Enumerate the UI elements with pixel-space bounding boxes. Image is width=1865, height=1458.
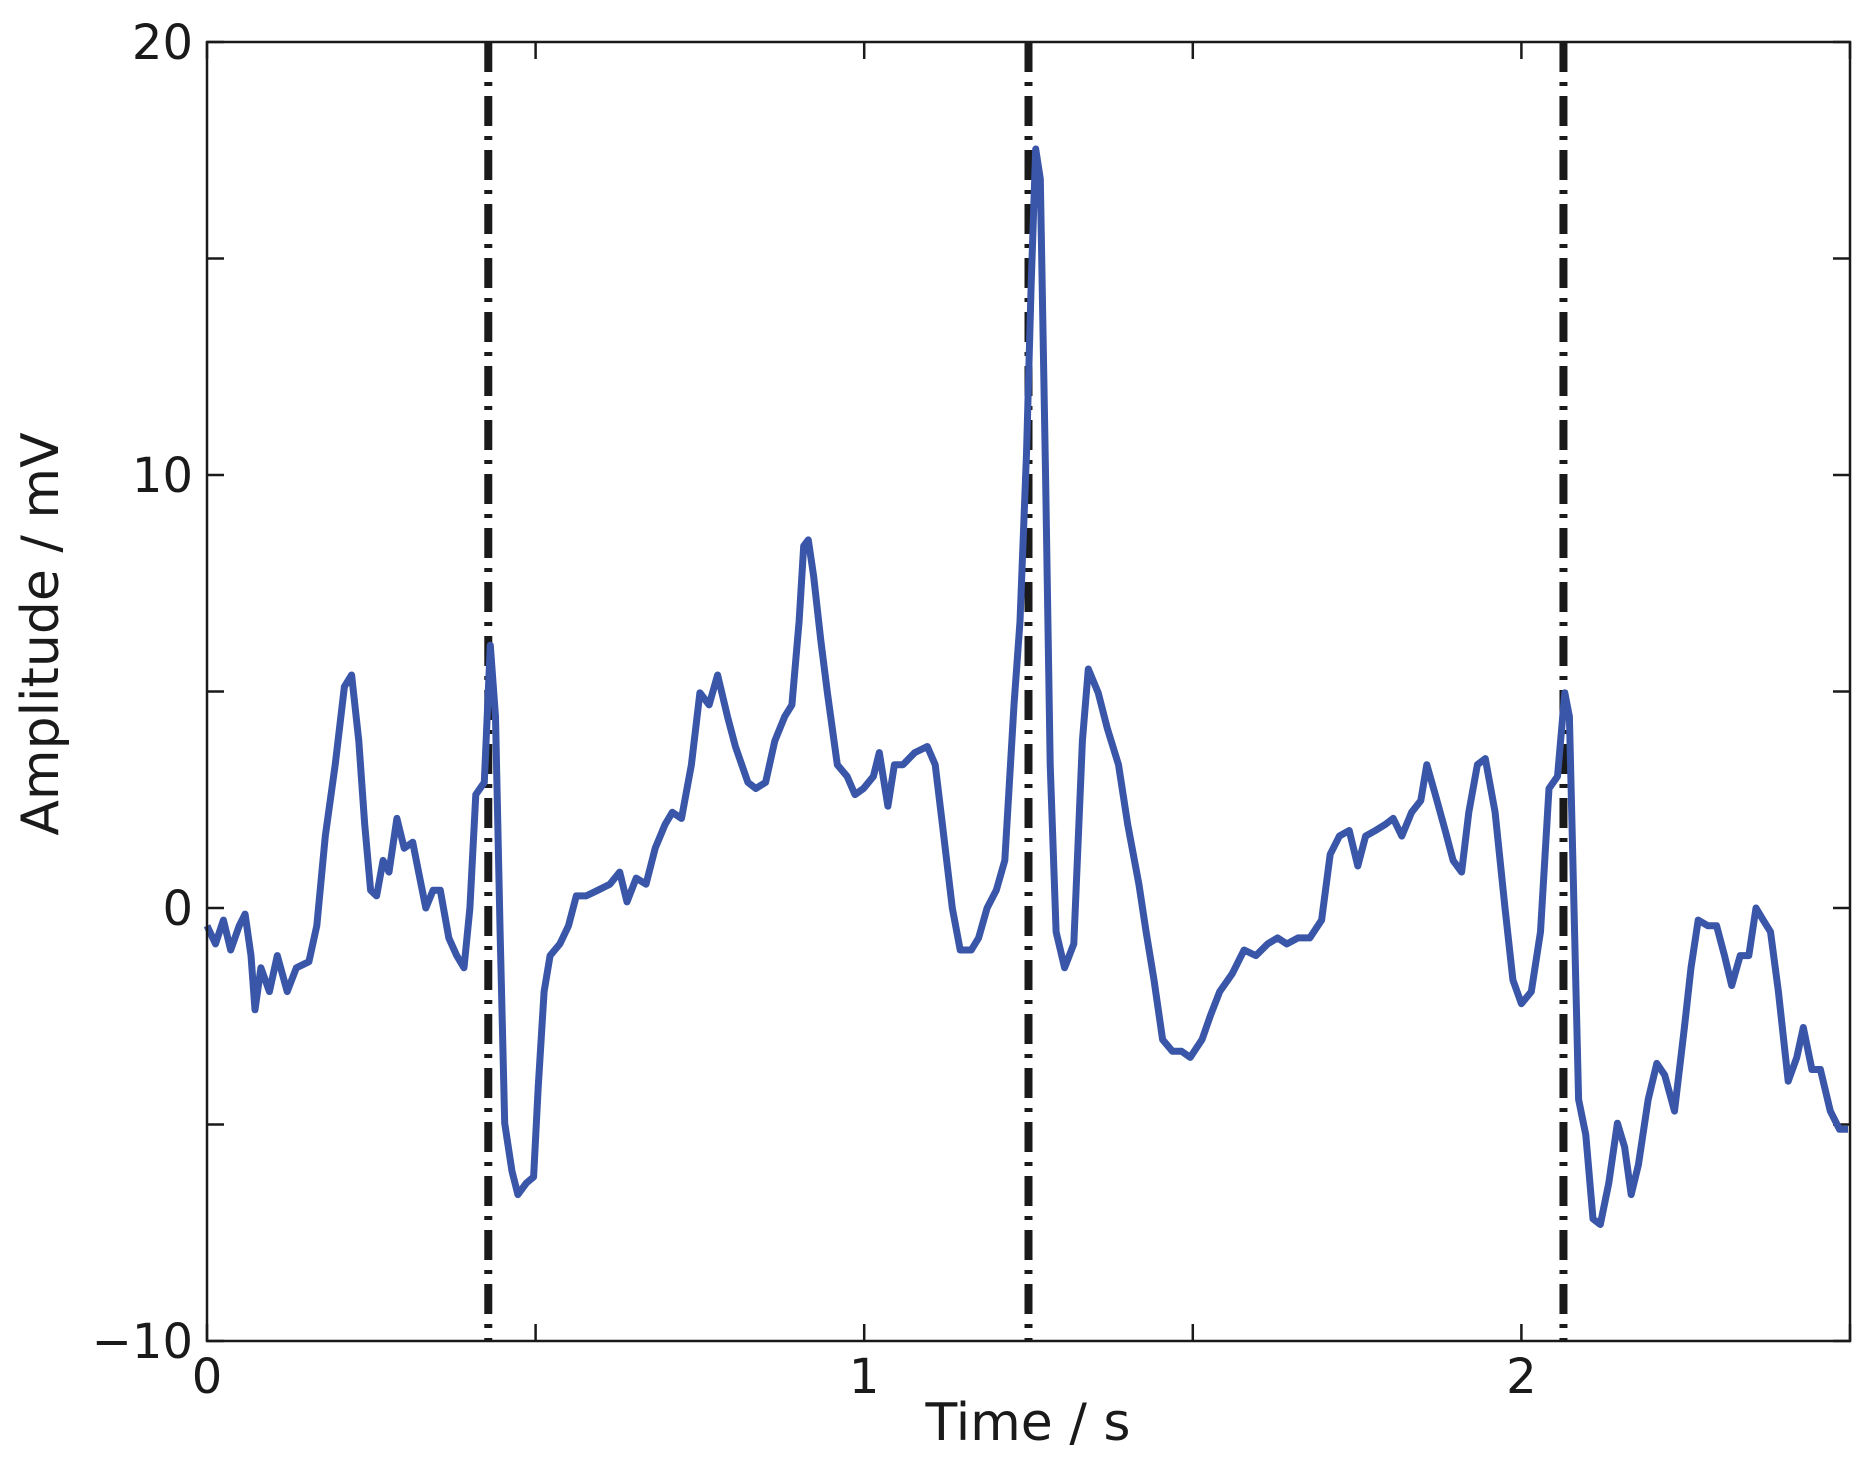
x-tick-label: 1 (849, 1349, 880, 1405)
y-tick-label: 10 (132, 448, 193, 504)
x-tick-label: 2 (1506, 1349, 1537, 1405)
y-tick-label: 0 (162, 881, 193, 937)
y-axis-label: Amplitude / mV (11, 432, 71, 836)
y-tick-label: −10 (92, 1314, 193, 1370)
signal-line (203, 145, 1848, 1228)
x-axis-label: Time / s (925, 1393, 1131, 1453)
y-tick-label: 20 (132, 15, 193, 71)
x-tick-label: 0 (192, 1349, 223, 1405)
plot-frame (205, 40, 1852, 1343)
